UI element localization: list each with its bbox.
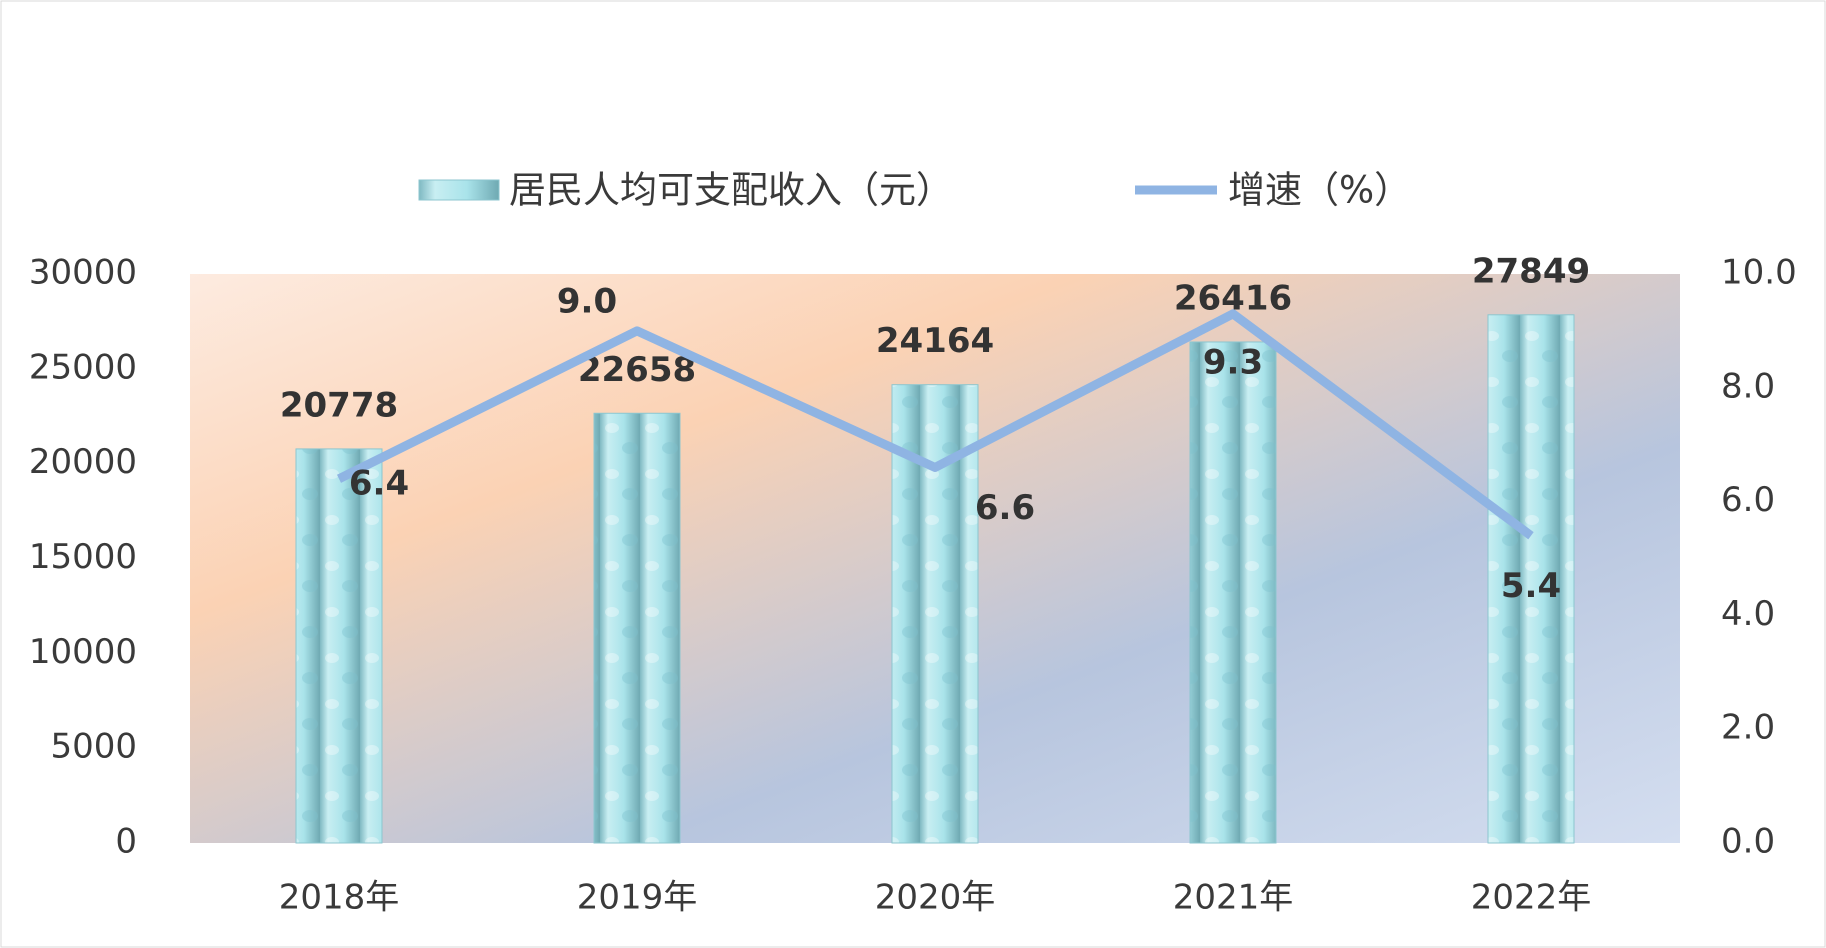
y2-tick-label: 6.0 bbox=[1721, 480, 1775, 520]
bar bbox=[593, 412, 681, 844]
y2-tick-label: 4.0 bbox=[1721, 594, 1775, 634]
x-tick-label: 2019年 bbox=[577, 878, 698, 918]
x-tick-label: 2022年 bbox=[1471, 878, 1592, 918]
bar bbox=[295, 448, 383, 844]
y-tick-label: 0 bbox=[115, 822, 137, 862]
bar bbox=[1487, 314, 1575, 844]
legend-swatch bbox=[418, 179, 500, 201]
y2-tick-label: 10.0 bbox=[1721, 253, 1797, 293]
y2-tick-label: 0.0 bbox=[1721, 822, 1775, 862]
legend-label: 居民人均可支配收入（元） bbox=[509, 169, 953, 212]
y-tick-label: 5000 bbox=[50, 727, 137, 767]
bar bbox=[1189, 341, 1277, 844]
line-value-label: 6.4 bbox=[349, 463, 409, 503]
line-value-label: 5.4 bbox=[1501, 566, 1561, 606]
x-tick-label: 2018年 bbox=[279, 878, 400, 918]
y-tick-label: 20000 bbox=[29, 442, 137, 482]
y-tick-label: 25000 bbox=[29, 347, 137, 387]
line-value-label: 9.0 bbox=[557, 281, 617, 321]
y-tick-label: 10000 bbox=[29, 632, 137, 672]
legend-label: 增速（%） bbox=[1228, 169, 1411, 212]
x-tick-label: 2020年 bbox=[875, 878, 996, 918]
line-value-label: 9.3 bbox=[1203, 342, 1263, 382]
bar-value-label: 27849 bbox=[1472, 251, 1590, 291]
bar-value-label: 20778 bbox=[280, 385, 398, 425]
line-value-label: 6.6 bbox=[975, 488, 1035, 528]
y-tick-label: 15000 bbox=[29, 537, 137, 577]
bar-value-label: 24164 bbox=[876, 321, 994, 361]
line bbox=[336, 309, 1534, 540]
x-tick-label: 2021年 bbox=[1173, 878, 1294, 918]
y-tick-label: 30000 bbox=[29, 253, 137, 293]
y2-tick-label: 8.0 bbox=[1721, 366, 1775, 406]
y2-tick-label: 2.0 bbox=[1721, 708, 1775, 748]
bar bbox=[891, 384, 979, 844]
bar-value-label: 22658 bbox=[578, 350, 696, 390]
